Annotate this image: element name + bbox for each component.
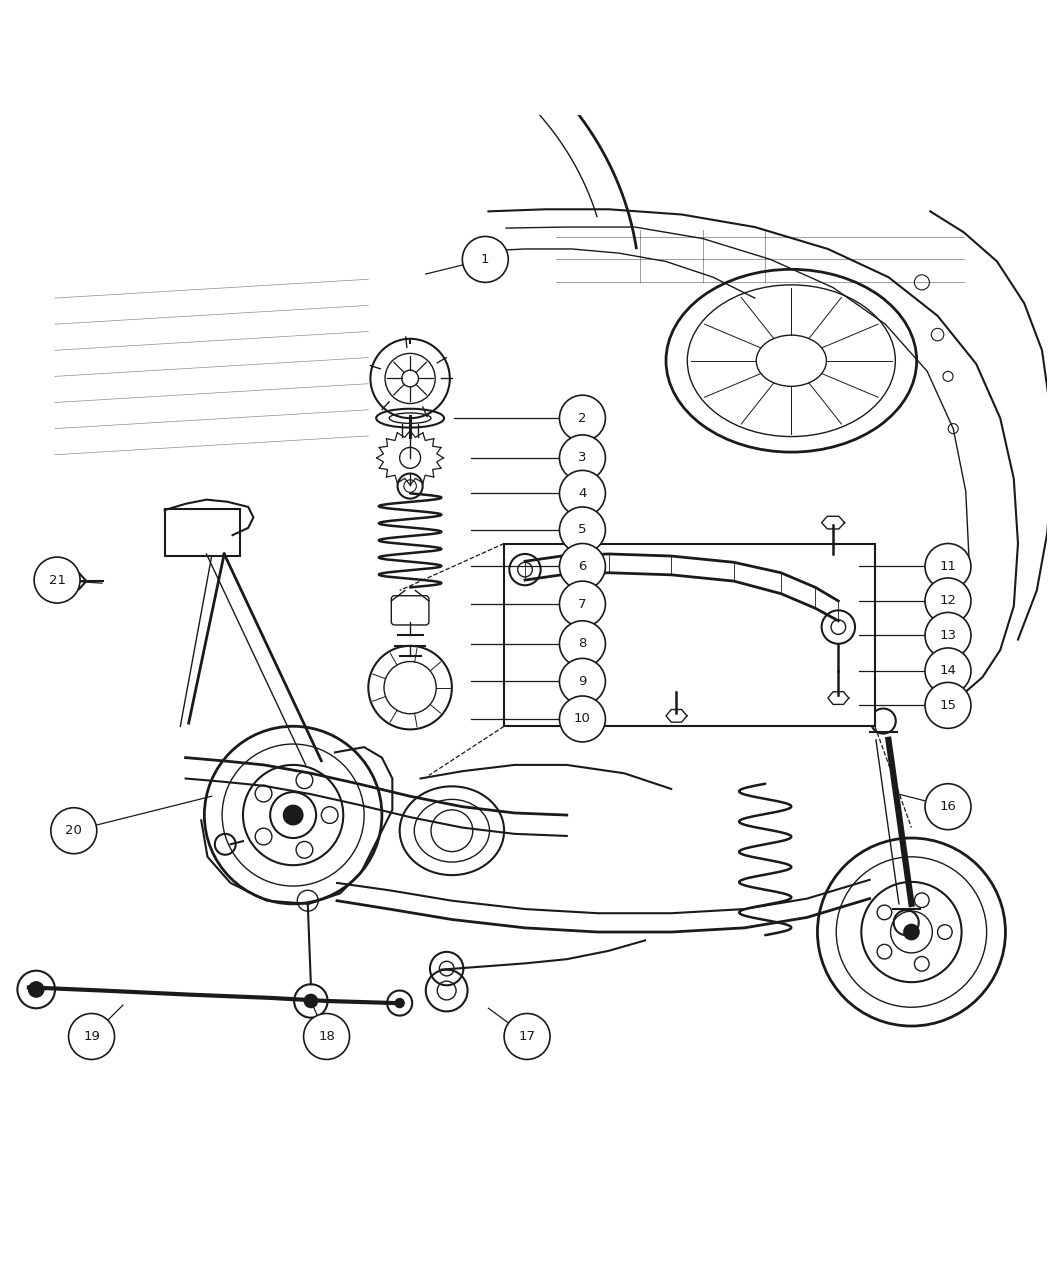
Circle shape: [560, 621, 606, 667]
Circle shape: [925, 648, 971, 694]
Circle shape: [504, 1014, 550, 1060]
Circle shape: [395, 998, 405, 1009]
Circle shape: [303, 993, 318, 1009]
Text: 15: 15: [940, 699, 957, 711]
Circle shape: [560, 435, 606, 481]
FancyBboxPatch shape: [504, 543, 875, 727]
Circle shape: [925, 578, 971, 623]
Circle shape: [34, 557, 80, 603]
Text: 10: 10: [574, 713, 591, 725]
Text: 7: 7: [579, 598, 587, 611]
Text: 21: 21: [48, 574, 65, 586]
Text: 3: 3: [579, 451, 587, 464]
Circle shape: [560, 696, 606, 742]
Circle shape: [925, 543, 971, 589]
Text: 1: 1: [481, 252, 489, 266]
Text: 12: 12: [940, 594, 957, 607]
Text: 9: 9: [579, 674, 587, 688]
Circle shape: [303, 1014, 350, 1060]
Text: 8: 8: [579, 638, 587, 650]
Text: 13: 13: [940, 629, 957, 641]
Circle shape: [925, 612, 971, 658]
Text: 19: 19: [83, 1030, 100, 1043]
Circle shape: [462, 236, 508, 282]
Text: 18: 18: [318, 1030, 335, 1043]
Circle shape: [68, 1014, 114, 1060]
Text: 11: 11: [940, 560, 957, 572]
Circle shape: [560, 395, 606, 441]
Circle shape: [560, 507, 606, 553]
Circle shape: [925, 784, 971, 830]
Circle shape: [925, 682, 971, 728]
Text: 20: 20: [65, 824, 82, 838]
Circle shape: [560, 581, 606, 627]
Text: 4: 4: [579, 487, 587, 500]
Circle shape: [28, 982, 44, 998]
Circle shape: [50, 808, 97, 854]
Text: 2: 2: [579, 412, 587, 425]
Circle shape: [560, 543, 606, 589]
Circle shape: [282, 805, 303, 825]
Text: 6: 6: [579, 560, 587, 572]
Text: 16: 16: [940, 801, 957, 813]
Circle shape: [560, 658, 606, 704]
Text: 14: 14: [940, 664, 957, 677]
Circle shape: [560, 470, 606, 516]
Text: 17: 17: [519, 1030, 536, 1043]
Text: 5: 5: [579, 524, 587, 537]
Circle shape: [66, 576, 77, 587]
Circle shape: [903, 923, 920, 941]
